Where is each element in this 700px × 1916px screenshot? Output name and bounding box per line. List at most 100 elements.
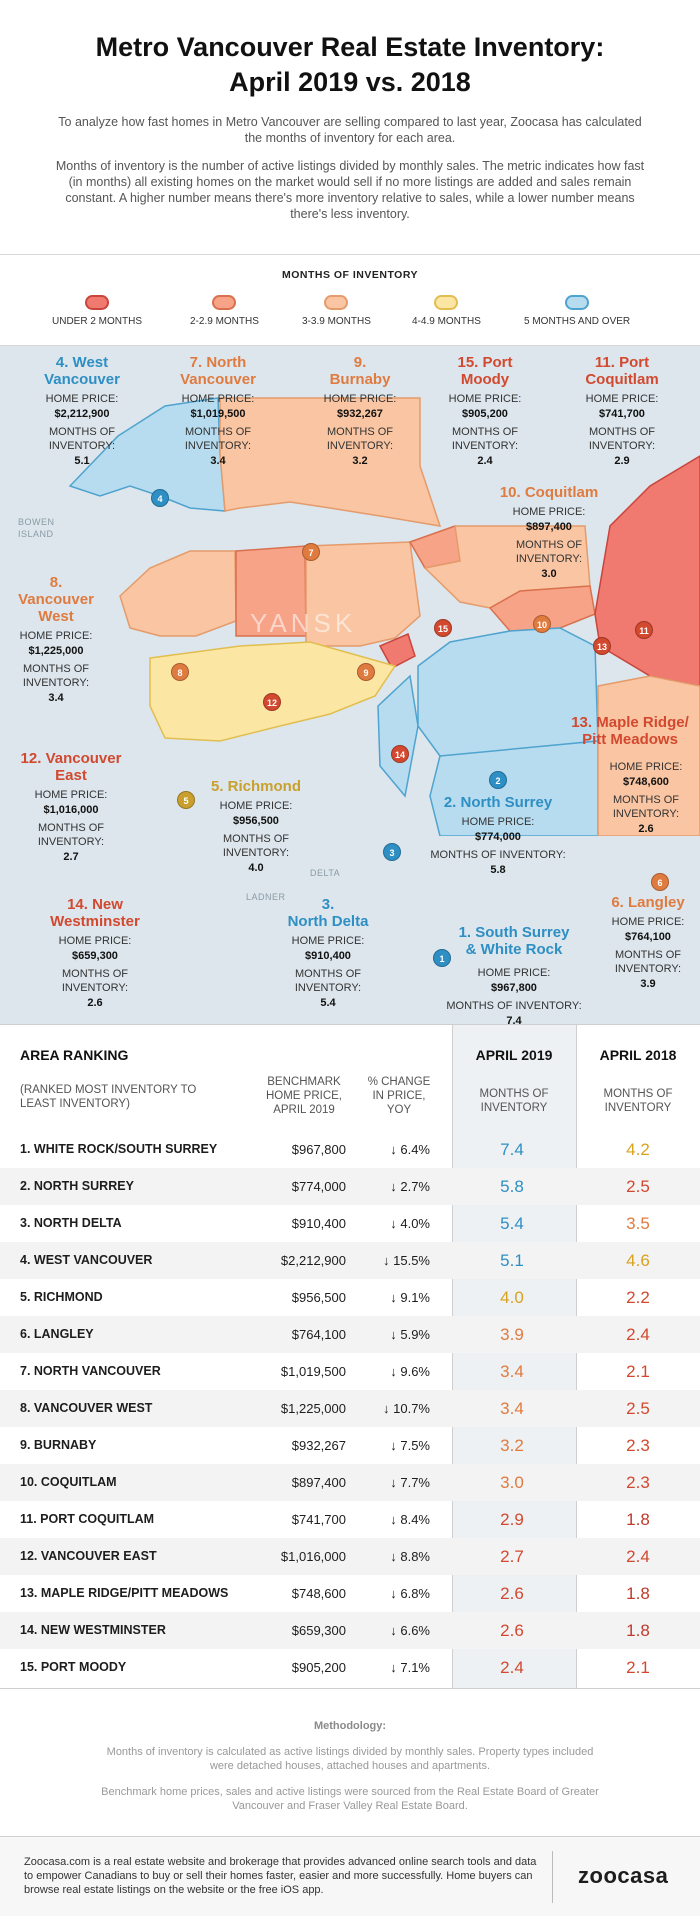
row-change: ↓ 8.4% [390, 1512, 430, 1527]
table-row: 12. VANCOUVER EAST $1,016,000 ↓ 8.8% 2.7 2.4 [0, 1538, 700, 1575]
row-months-2018: 1.8 [626, 1621, 650, 1640]
row-months-2018: 1.8 [626, 1584, 650, 1603]
place-label-bowen-island: BOWEN ISLAND [18, 517, 55, 539]
legend: MONTHS OF INVENTORY UNDER 2 MONTHS 2-2.9… [0, 254, 700, 346]
row-price: $910,400 [291, 1216, 346, 1231]
table-row: 1. WHITE ROCK/SOUTH SURREY $967,800 ↓ 6.4%… [0, 1131, 700, 1168]
row-area: 9. BURNABY [20, 1438, 97, 1452]
area-label-south-surrey-details: HOME PRICE: $967,800 MONTHS OF INVENTORY… [446, 967, 582, 1024]
table-row: 15. PORT MOODY $905,200 ↓ 7.1% 2.4 2.1 [0, 1649, 700, 1686]
legend-item-3-3.9: 3-3.9 MONTHS [302, 295, 371, 327]
row-months-2018: 4.6 [626, 1251, 650, 1270]
row-area: 4. WEST VANCOUVER [20, 1253, 153, 1267]
area-label-north-delta: 3. North Delta HOME PRICE: $910,400 MONT… [287, 896, 369, 1009]
table-row: 13. MAPLE RIDGE/PITT MEADOWS $748,600 ↓ 6.… [0, 1575, 700, 1612]
row-price: $1,016,000 [280, 1549, 346, 1564]
table-row: 9. BURNABY $932,267 ↓ 7.5% 3.2 2.3 [0, 1427, 700, 1464]
row-change: ↓ 7.5% [390, 1438, 430, 1453]
legend-item-4-4.9: 4-4.9 MONTHS [412, 295, 481, 327]
region-langley [597, 675, 700, 837]
row-change: ↓ 2.7% [390, 1179, 430, 1194]
map-marker-2: 2 [489, 771, 507, 789]
map-shapes [0, 346, 700, 1024]
row-area: 14. NEW WESTMINSTER [20, 1623, 166, 1637]
table-row: 11. PORT COQUITLAM $741,700 ↓ 8.4% 2.9 1.8 [0, 1501, 700, 1538]
row-area: 3. NORTH DELTA [20, 1216, 122, 1230]
place-label-delta: DELTA [310, 868, 341, 878]
row-months-2018: 3.5 [626, 1214, 650, 1233]
row-months-2019: 2.7 [500, 1547, 524, 1566]
row-price: $932,267 [291, 1438, 346, 1453]
header-april-2019: APRIL 2019 [475, 1047, 553, 1063]
column-april-2019-bg [452, 1025, 576, 1689]
map-markers: 4 7 9 15 11 10 8 13 12 5 2 14 3 1 6 [0, 346, 700, 1024]
row-months-2018: 2.1 [626, 1658, 650, 1677]
row-change: ↓ 6.6% [390, 1623, 430, 1638]
area-label-richmond: 5. Richmond HOME PRICE: $956,500 MONTHS … [210, 778, 301, 874]
row-months-2019: 2.6 [500, 1584, 524, 1603]
row-months-2019: 5.8 [500, 1177, 524, 1196]
region-north-vancouver [219, 397, 442, 527]
row-area: 2. NORTH SURREY [20, 1179, 134, 1193]
row-area: 8. VANCOUVER WEST [20, 1401, 153, 1415]
row-price: $2,212,900 [280, 1253, 346, 1268]
table-row: 14. NEW WESTMINSTER $659,300 ↓ 6.6% 2.6 1.8 [0, 1612, 700, 1649]
map-marker-9: 9 [357, 663, 375, 681]
row-months-2018: 2.5 [626, 1177, 650, 1196]
table-row: 6. LANGLEY $764,100 ↓ 5.9% 3.9 2.4 [0, 1316, 700, 1353]
area-label-maple-ridge: 13. Maple Ridge/ Pitt Meadows [571, 714, 689, 748]
area-label-south-surrey: 1. South Surrey & White Rock [458, 924, 570, 958]
row-area: 13. MAPLE RIDGE/PITT MEADOWS [20, 1586, 229, 1600]
table-row: 5. RICHMOND $956,500 ↓ 9.1% 4.0 2.2 [0, 1279, 700, 1316]
table-row: 7. NORTH VANCOUVER $1,019,500 ↓ 9.6% 3.4 2.1 [0, 1353, 700, 1390]
area-label-maple-ridge-details: HOME PRICE: $748,600 MONTHS OF INVENTORY… [609, 761, 683, 835]
map-marker-6: 6 [651, 873, 669, 891]
map-marker-4: 4 [151, 489, 169, 507]
region-north-surrey [417, 627, 599, 757]
area-label-vancouver-west: 8. Vancouver West HOME PRICE: $1,225,000… [18, 574, 94, 704]
methodology-title: Methodology: [313, 1720, 387, 1732]
legend-title: MONTHS OF INVENTORY [281, 269, 419, 281]
header-months-2019: MONTHS OF INVENTORY [479, 1088, 549, 1114]
area-label-north-surrey: 2. North Surrey HOME PRICE: $774,000 MON… [430, 794, 566, 876]
region-richmond [149, 641, 397, 742]
row-months-2018: 1.8 [626, 1510, 650, 1529]
ranking-table: AREA RANKING (RANKED MOST INVENTORY TO L… [0, 1024, 700, 1689]
methodology-text-1: Months of inventory is calculated as act… [106, 1746, 594, 1772]
row-area: 15. PORT MOODY [20, 1660, 127, 1674]
row-change: ↓ 4.0% [390, 1216, 430, 1231]
row-months-2019: 3.2 [500, 1436, 524, 1455]
row-price: $774,000 [291, 1179, 346, 1194]
area-label-coquitlam: 10. Coquitlam HOME PRICE: $897,400 MONTH… [499, 484, 599, 580]
row-price: $967,800 [291, 1142, 346, 1157]
legend-swatch [212, 295, 237, 310]
legend-swatch [434, 295, 459, 310]
map-marker-11: 11 [635, 621, 653, 639]
row-area: 12. VANCOUVER EAST [20, 1549, 157, 1563]
row-months-2019: 2.9 [500, 1510, 524, 1529]
footer-text: Zoocasa.com is a real estate website and… [24, 1856, 537, 1896]
header-benchmark-price: BENCHMARK HOME PRICE, APRIL 2019 [265, 1076, 343, 1116]
area-label-new-westminster: 14. New Westminster HOME PRICE: $659,300… [50, 896, 140, 1009]
methodology: Methodology: Months of inventory is calc… [0, 1688, 700, 1836]
legend-item-5-plus: 5 MONTHS AND OVER [524, 295, 630, 327]
map-marker-7: 7 [302, 543, 320, 561]
area-label-port-moody: 15. Port Moody HOME PRICE: $905,200 MONT… [448, 354, 522, 467]
methodology-text-2: Benchmark home prices, sales and active … [101, 1786, 599, 1812]
row-months-2019: 4.0 [500, 1288, 524, 1307]
map-marker-12: 12 [263, 693, 281, 711]
row-months-2018: 2.1 [626, 1362, 650, 1381]
column-april-2018-bg [576, 1025, 700, 1689]
area-label-burnaby: 9. Burnaby HOME PRICE: $932,267 MONTHS O… [323, 354, 397, 467]
area-label-north-vancouver: 7. North Vancouver HOME PRICE: $1,019,50… [180, 354, 256, 467]
row-change: ↓ 5.9% [390, 1327, 430, 1342]
area-label-vancouver-east: 12. Vancouver East HOME PRICE: $1,016,00… [20, 750, 122, 863]
row-change: ↓ 9.1% [390, 1290, 430, 1305]
row-price: $659,300 [291, 1623, 346, 1638]
row-area: 5. RICHMOND [20, 1290, 103, 1304]
row-area: 6. LANGLEY [20, 1327, 94, 1341]
footer: Zoocasa.com is a real estate website and… [0, 1836, 700, 1916]
table-row: 3. NORTH DELTA $910,400 ↓ 4.0% 5.4 3.5 [0, 1205, 700, 1242]
row-change: ↓ 7.7% [390, 1475, 430, 1490]
header-change: % CHANGE IN PRICE, YOY [367, 1076, 431, 1116]
